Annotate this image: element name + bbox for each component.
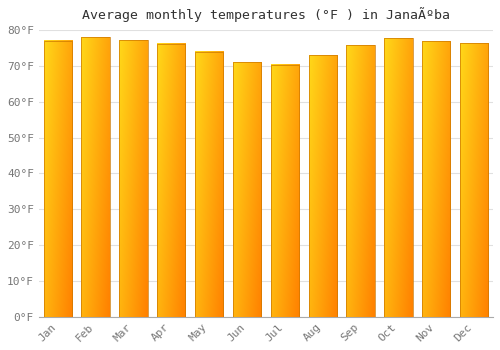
Title: Average monthly temperatures (°F ) in JanaÃºba: Average monthly temperatures (°F ) in Ja… — [82, 7, 450, 22]
